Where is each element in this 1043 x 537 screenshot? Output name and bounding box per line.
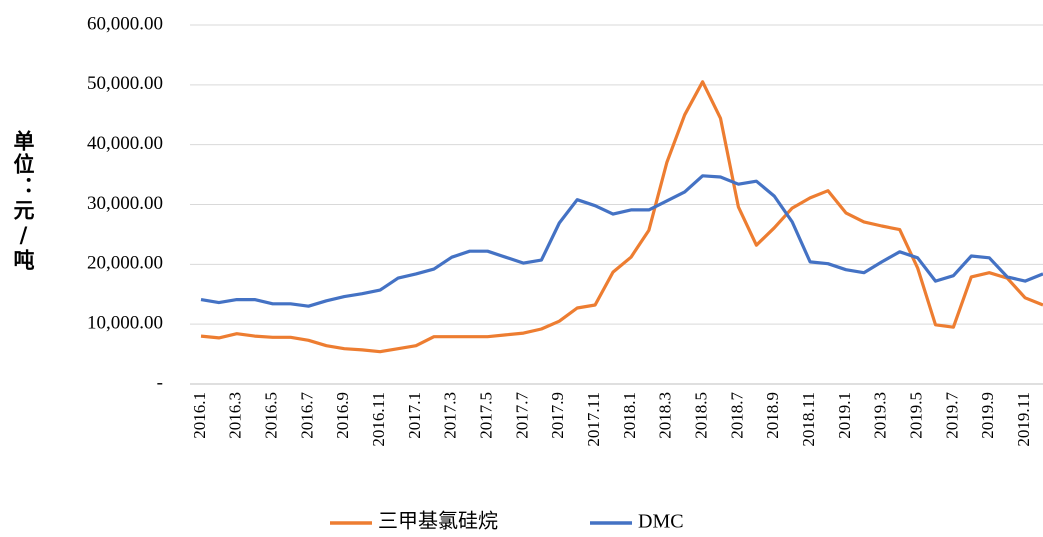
x-tick-label: 2018.11 (799, 392, 818, 447)
x-tick-label: 2019.11 (1014, 392, 1033, 447)
x-tick-label: 2017.3 (441, 392, 460, 439)
y-axis-label: 单位：元/吨 (11, 130, 36, 272)
legend-label: 三甲基氯硅烷 (378, 510, 498, 533)
x-tick-label: 2019.1 (835, 392, 854, 439)
y-tick-label: 50,000.00 (87, 73, 163, 94)
y-tick-label: 60,000.00 (87, 13, 163, 34)
legend-label: DMC (638, 511, 684, 533)
x-tick-label: 2019.7 (942, 392, 961, 439)
x-tick-label: 2018.5 (692, 392, 711, 439)
y-tick-label: - (157, 372, 163, 393)
x-tick-label: 2016.5 (262, 392, 281, 439)
y-tick-label: 20,000.00 (87, 253, 163, 274)
y-tick-label: 40,000.00 (87, 133, 163, 154)
x-tick-label: 2017.7 (512, 392, 531, 439)
x-tick-label: 2017.9 (548, 392, 567, 439)
y-tick-label: 10,000.00 (87, 313, 163, 334)
x-tick-label: 2016.1 (190, 392, 209, 439)
x-tick-label: 2018.3 (656, 392, 675, 439)
x-tick-label: 2019.9 (978, 392, 997, 439)
x-tick-label: 2016.9 (333, 392, 352, 439)
x-tick-label: 2019.5 (907, 392, 926, 439)
line-series (200, 174, 1043, 308)
line-series (200, 80, 1043, 354)
x-tick-label: 2018.9 (763, 392, 782, 439)
x-tick-label: 2016.11 (369, 392, 388, 447)
x-tick-label: 2018.1 (620, 392, 639, 439)
x-tick-label: 2016.7 (297, 392, 316, 439)
x-tick-label: 2017.5 (477, 392, 496, 439)
x-tick-label: 2019.3 (871, 392, 890, 439)
x-tick-label: 2017.11 (584, 392, 603, 447)
x-tick-label: 2018.7 (727, 392, 746, 439)
x-tick-label: 2017.1 (405, 392, 424, 439)
x-tick-label: 2016.3 (226, 392, 245, 439)
y-tick-label: 30,000.00 (87, 193, 163, 214)
